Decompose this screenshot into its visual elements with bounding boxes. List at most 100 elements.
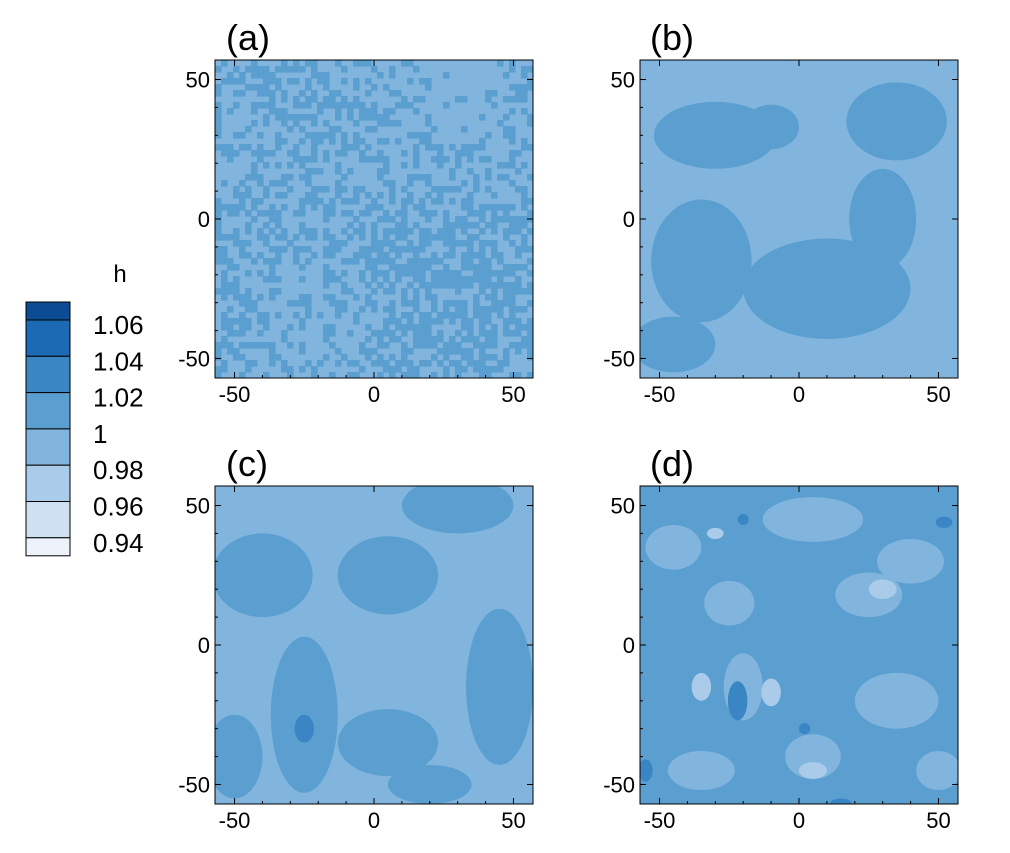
field-cell — [455, 360, 462, 367]
panel-a-plot — [215, 60, 533, 378]
field-cell — [497, 120, 504, 127]
field-cell — [449, 144, 456, 151]
field-cell — [227, 210, 234, 217]
field-cell — [527, 78, 533, 85]
field-cell — [425, 264, 432, 271]
field-cell — [347, 234, 354, 241]
field-cell — [233, 132, 240, 139]
field-cell — [341, 144, 348, 151]
field-cell — [293, 312, 300, 319]
field-cell — [407, 78, 414, 85]
field-cell — [377, 114, 384, 121]
field-cell — [467, 276, 474, 283]
field-cell — [443, 282, 450, 289]
field-cell — [299, 366, 306, 373]
field-cell — [467, 192, 474, 199]
field-cell — [521, 240, 528, 247]
field-cell — [461, 324, 468, 331]
field-cell — [329, 342, 336, 349]
field-cell — [311, 252, 318, 259]
contour-region — [854, 672, 939, 729]
x-tick-label: 0 — [368, 808, 380, 833]
field-cell — [251, 360, 258, 367]
field-cell — [347, 198, 354, 205]
field-cell — [485, 372, 492, 378]
field-cell — [509, 306, 516, 313]
x-tick-label: 50 — [501, 382, 525, 407]
field-cell — [485, 264, 492, 271]
field-cell — [269, 360, 276, 367]
x-tick-label: -50 — [219, 382, 251, 407]
field-cell — [479, 324, 486, 331]
field-cell — [485, 222, 492, 229]
field-cell — [221, 252, 228, 259]
field-cell — [389, 336, 396, 343]
field-cell — [509, 330, 516, 337]
field-cell — [437, 186, 444, 193]
field-cell — [413, 342, 420, 349]
field-cell — [365, 204, 372, 211]
field-cell — [413, 108, 420, 115]
field-cell — [281, 180, 288, 187]
field-cell — [449, 240, 456, 247]
field-cell — [521, 324, 528, 331]
field-cell — [269, 276, 276, 283]
field-cell — [353, 120, 360, 127]
field-cell — [293, 120, 300, 127]
field-cell — [323, 72, 330, 79]
field-cell — [257, 318, 264, 325]
field-cell — [407, 102, 414, 109]
field-cell — [365, 210, 372, 217]
field-cell — [287, 342, 294, 349]
legend-label: 0.96 — [93, 492, 144, 522]
field-cell — [491, 288, 498, 295]
field-cell — [233, 210, 240, 217]
field-cell — [221, 312, 228, 319]
field-cell — [509, 270, 516, 277]
field-cell — [305, 294, 312, 301]
field-cell — [473, 342, 480, 349]
field-cell — [233, 90, 240, 97]
field-cell — [371, 222, 378, 229]
field-cell — [329, 96, 336, 103]
field-cell — [491, 246, 498, 253]
field-cell — [491, 90, 498, 97]
field-cell — [311, 372, 318, 378]
field-cell — [497, 306, 504, 313]
field-cell — [311, 144, 318, 151]
field-cell — [347, 114, 354, 121]
field-cell — [215, 120, 222, 127]
field-cell — [215, 204, 222, 211]
field-cell — [407, 240, 414, 247]
field-cell — [407, 132, 414, 139]
panel-d: (d) -50 0 50 -50 0 50 — [603, 443, 959, 833]
field-cell — [257, 132, 264, 139]
field-cell — [455, 162, 462, 169]
field-cell — [233, 276, 240, 283]
field-cell — [275, 114, 282, 121]
field-cell — [485, 174, 492, 181]
field-cell — [497, 360, 504, 367]
field-cell — [233, 348, 240, 355]
field-cell — [263, 342, 270, 349]
field-cell — [377, 342, 384, 349]
field-cell — [467, 336, 474, 343]
field-cell — [413, 246, 420, 253]
y-tick-label: 50 — [186, 68, 210, 93]
field-cell — [443, 366, 450, 373]
field-cell — [341, 288, 348, 295]
field-cell — [353, 192, 360, 199]
field-cell — [521, 288, 528, 295]
field-cell — [461, 240, 468, 247]
field-cell — [257, 198, 264, 205]
field-cell — [245, 270, 252, 277]
field-cell — [347, 222, 354, 229]
field-cell — [527, 258, 533, 265]
field-cell — [365, 78, 372, 85]
field-cell — [509, 96, 516, 103]
field-cell — [491, 102, 498, 109]
field-cell — [383, 240, 390, 247]
field-cell — [449, 222, 456, 229]
field-cell — [215, 234, 222, 241]
field-cell — [497, 312, 504, 319]
